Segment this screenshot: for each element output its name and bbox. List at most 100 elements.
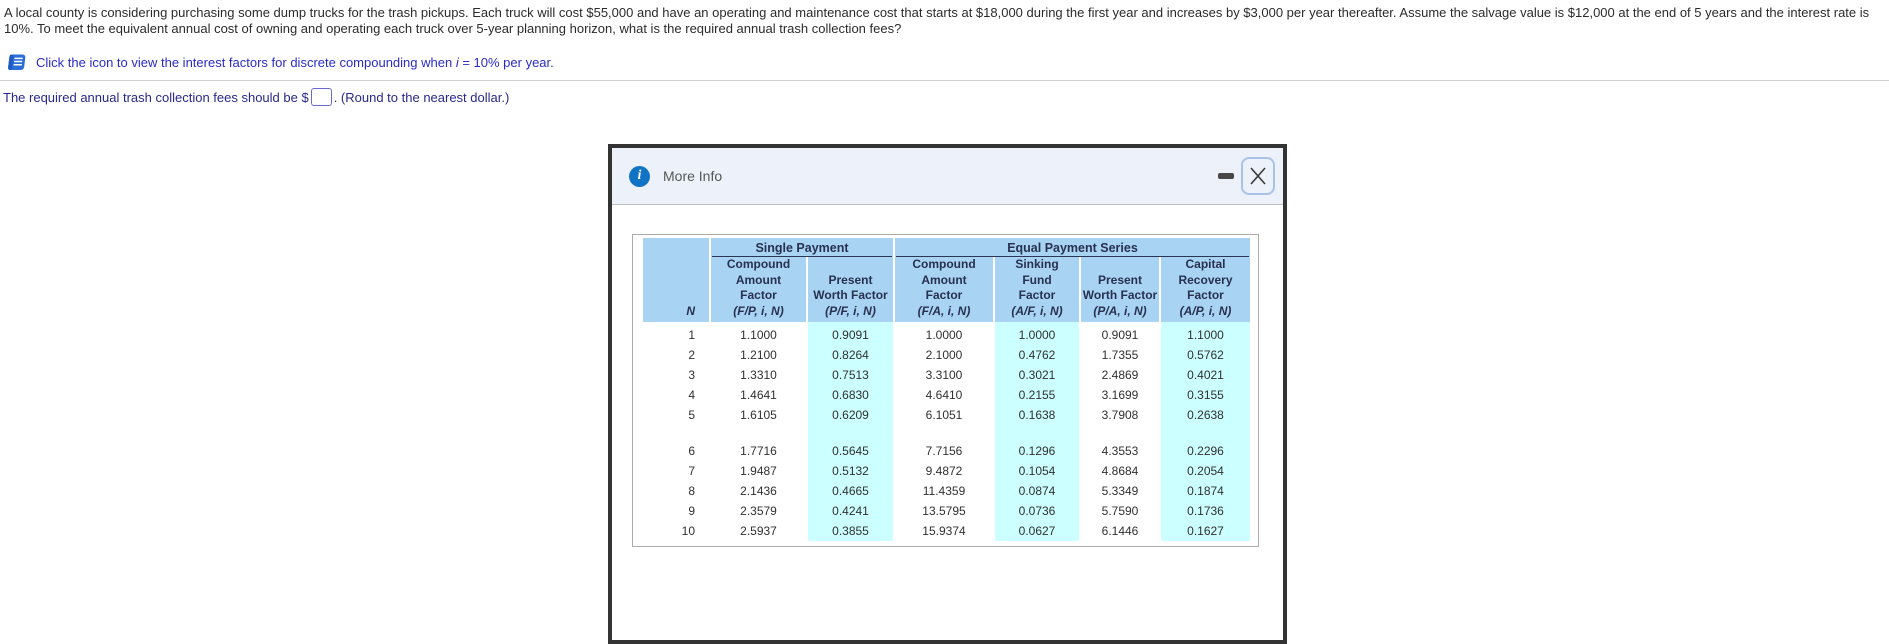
table-cell: 0.3021 <box>995 365 1079 385</box>
table-row: 8 2.1436 0.4665 11.4359 0.0874 5.3349 0.1874 <box>643 481 1250 501</box>
table-row: 7 1.9487 0.5132 9.4872 0.1054 4.8684 0.2054 <box>643 461 1250 481</box>
spacer-cell <box>995 425 1079 441</box>
table-cell: 1.1000 <box>740 328 777 342</box>
table-cell: 0.5645 <box>808 441 893 461</box>
answer-suffix: . (Round to the nearest dollar.) <box>333 89 510 105</box>
table-cell: 2.5937 <box>740 524 777 538</box>
table-cell: 5.7590 <box>1101 504 1139 518</box>
table-cell: 0.1638 <box>995 405 1079 425</box>
factor-table-container: Single Payment Equal Payment Series N Compo… <box>632 234 1259 547</box>
question-text: A local county is considering purchasing… <box>4 5 1870 36</box>
column-header: N <box>643 257 709 322</box>
table-row: 4 1.4641 0.6830 4.6410 0.2155 3.1699 0.3155 <box>643 385 1250 405</box>
interest-factor-table: Single Payment Equal Payment Series N Compo… <box>641 238 1252 541</box>
table-cell: 6 <box>688 444 695 458</box>
answer-input[interactable] <box>310 88 332 106</box>
table-cell: 13.5795 <box>922 504 966 518</box>
instruction-row: Click the icon to view the interest fact… <box>5 52 554 73</box>
table-cell: 2.3579 <box>740 504 777 518</box>
table-cell: 9.4872 <box>925 464 963 478</box>
table-row: 1 1.1000 0.9091 1.0000 1.0000 0.9091 1.1000 <box>643 322 1250 345</box>
table-cell: 5 <box>688 408 695 422</box>
table-cell: 0.2054 <box>1161 461 1250 481</box>
table-cell: 0.4762 <box>995 345 1079 365</box>
table-cell: 8 <box>688 484 695 498</box>
table-cell: 6.1446 <box>1101 524 1139 538</box>
table-cell: 4 <box>688 388 695 402</box>
table-cell: 1.1000 <box>1161 322 1250 345</box>
spacer-cell <box>1081 425 1159 441</box>
table-cell: 0.4021 <box>1161 365 1250 385</box>
table-cell: 0.2638 <box>1161 405 1250 425</box>
table-cell: 1.7355 <box>1101 348 1139 362</box>
table-cell: 3.7908 <box>1101 408 1139 422</box>
table-cell: 0.0736 <box>995 501 1079 521</box>
table-cell: 0.6830 <box>808 385 893 405</box>
table-cell: 3 <box>688 368 695 382</box>
column-header: Present Worth Factor (P/A, i, N) <box>1081 257 1159 322</box>
table-cell: 2.4869 <box>1101 368 1139 382</box>
table-cell: 0.9091 <box>808 322 893 345</box>
table-cell: 0.6209 <box>808 405 893 425</box>
table-cell: 1 <box>688 328 695 342</box>
table-row: 10 2.5937 0.3855 15.9374 0.0627 6.1446 0.1627 <box>643 521 1250 541</box>
group-header-row: Single Payment Equal Payment Series <box>643 238 1250 257</box>
table-cell: 3.3100 <box>925 368 963 382</box>
more-info-dialog: i More Info Single Payment Equal Payment … <box>608 144 1287 644</box>
column-header: Capital Recovery Factor (A/P, i, N) <box>1161 257 1250 322</box>
instruction-text: Click the icon to view the interest fact… <box>36 55 554 70</box>
factor-table-body: 1 1.1000 0.9091 1.0000 1.0000 0.9091 1.1000 2 1.… <box>643 322 1250 541</box>
column-header-row: N Compound Amount Factor (F/P, i, N) Present W… <box>643 257 1250 322</box>
answer-row: The required annual trash collection fee… <box>3 88 509 106</box>
table-cell: 2 <box>688 348 695 362</box>
factor-table-head: Single Payment Equal Payment Series N Compo… <box>643 238 1250 322</box>
spacer-cell <box>1161 425 1250 441</box>
table-cell: 1.9487 <box>740 464 777 478</box>
minimize-icon <box>1218 173 1234 179</box>
table-cell: 10 <box>681 524 695 538</box>
table-cell: 4.3553 <box>1101 444 1139 458</box>
table-cell: 1.6105 <box>740 408 777 422</box>
view-factors-icon[interactable] <box>5 52 26 73</box>
table-cell: 1.4641 <box>740 388 777 402</box>
dialog-header: i More Info <box>612 148 1283 205</box>
spacer-cell <box>711 425 806 441</box>
table-cell: 0.1627 <box>1161 521 1250 541</box>
table-cell: 1.7716 <box>740 444 777 458</box>
minimize-button[interactable] <box>1215 164 1237 188</box>
table-cell: 2.1436 <box>740 484 777 498</box>
spacer-cell <box>808 425 893 441</box>
spacer-cell <box>643 425 709 441</box>
group-header: Single Payment <box>711 238 893 257</box>
table-cell: 0.3155 <box>1161 385 1250 405</box>
table-cell: 0.7513 <box>808 365 893 385</box>
table-row: 5 1.6105 0.6209 6.1051 0.1638 3.7908 0.2638 <box>643 405 1250 425</box>
column-header: Sinking Fund Factor (A/F, i, N) <box>995 257 1079 322</box>
table-cell: 0.5132 <box>808 461 893 481</box>
answer-prefix: The required annual trash collection fee… <box>3 89 309 105</box>
table-cell: 1.0000 <box>925 328 963 342</box>
spacer-row <box>643 425 1250 441</box>
table-cell: 0.4241 <box>808 501 893 521</box>
table-cell: 0.1296 <box>995 441 1079 461</box>
table-cell: 1.2100 <box>740 348 777 362</box>
table-cell: 7 <box>688 464 695 478</box>
table-cell: 15.9374 <box>922 524 966 538</box>
table-cell: 0.1054 <box>995 461 1079 481</box>
info-icon: i <box>629 165 650 187</box>
table-cell: 0.1874 <box>1161 481 1250 501</box>
table-row: 3 1.3310 0.7513 3.3100 0.3021 2.4869 0.4021 <box>643 365 1250 385</box>
table-cell: 9 <box>688 504 695 518</box>
table-cell: 1.3310 <box>740 368 777 382</box>
table-cell: 0.2155 <box>995 385 1079 405</box>
column-header: Compound Amount Factor (F/P, i, N) <box>711 257 806 322</box>
table-cell: 0.9091 <box>1101 328 1139 342</box>
table-cell: 0.4665 <box>808 481 893 501</box>
table-cell: 2.1000 <box>925 348 963 362</box>
table-cell: 7.7156 <box>925 444 963 458</box>
table-cell: 1.0000 <box>995 322 1079 345</box>
column-header: Compound Amount Factor (F/A, i, N) <box>895 257 993 322</box>
close-button[interactable] <box>1241 157 1275 195</box>
table-row: 6 1.7716 0.5645 7.7156 0.1296 4.3553 0.2296 <box>643 441 1250 461</box>
table-cell: 0.2296 <box>1161 441 1250 461</box>
